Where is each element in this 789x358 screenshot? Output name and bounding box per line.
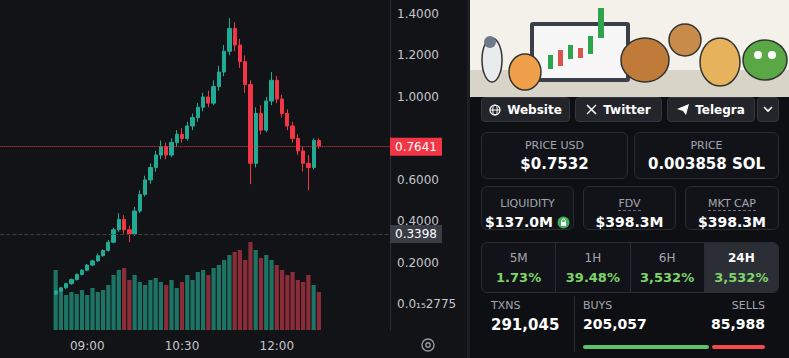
html-text:Website: Website: [507, 102, 562, 117]
svg-text:1.2000: 1.2000: [397, 48, 439, 62]
html-text:$0.7532: $0.7532: [520, 155, 589, 173]
svg-text:0.3398: 0.3398: [395, 227, 437, 241]
svg-text:12:00: 12:00: [259, 339, 294, 353]
html-text:39.48%: 39.48%: [565, 270, 620, 285]
html-text:85,988: 85,988: [711, 316, 765, 332]
svg-text:1.4000: 1.4000: [397, 7, 439, 21]
svg-text:09:00: 09:00: [70, 339, 105, 353]
svg-text:10:30: 10:30: [165, 339, 200, 353]
html-text:BUYS: BUYS: [583, 299, 613, 312]
html-text:3,532%: 3,532%: [714, 270, 769, 285]
html-text:$398.3M: $398.3M: [698, 214, 766, 230]
html-text:205,057: 205,057: [583, 316, 647, 332]
html-text:PRICE USD: PRICE USD: [524, 139, 585, 152]
html-text:$137.0M: $137.0M: [485, 214, 553, 230]
svg-text:0.0₁₅2775: 0.0₁₅2775: [397, 297, 456, 311]
html-text:Telegra: Telegra: [695, 102, 745, 117]
svg-text:1.0000: 1.0000: [397, 90, 439, 104]
svg-text:0.6000: 0.6000: [397, 173, 439, 187]
svg-text:0.2000: 0.2000: [397, 256, 439, 270]
html-text:24H: 24H: [728, 251, 755, 265]
html-text:5M: 5M: [509, 251, 528, 265]
html-text:LIQUIDITY: LIQUIDITY: [500, 197, 555, 210]
html-text:1.73%: 1.73%: [496, 270, 542, 285]
svg-text:0.4000: 0.4000: [397, 214, 439, 229]
html-text:TXNS: TXNS: [491, 299, 521, 312]
html-text:0.003858 SOL: 0.003858 SOL: [648, 155, 765, 173]
html-text:Twitter: Twitter: [603, 102, 651, 117]
html-text:3,532%: 3,532%: [640, 270, 695, 285]
html-text:MKT CAP: MKT CAP: [708, 197, 756, 210]
html-text:PRICE: PRICE: [690, 139, 723, 152]
html-text:FDV: FDV: [618, 197, 641, 210]
svg-text:0.7641: 0.7641: [395, 140, 437, 154]
html-text:$398.3M: $398.3M: [595, 214, 664, 230]
html-text:6H: 6H: [658, 251, 676, 265]
html-text:291,045: 291,045: [491, 316, 560, 334]
html-text:SELLS: SELLS: [731, 299, 765, 312]
html-text:1H: 1H: [584, 251, 602, 265]
